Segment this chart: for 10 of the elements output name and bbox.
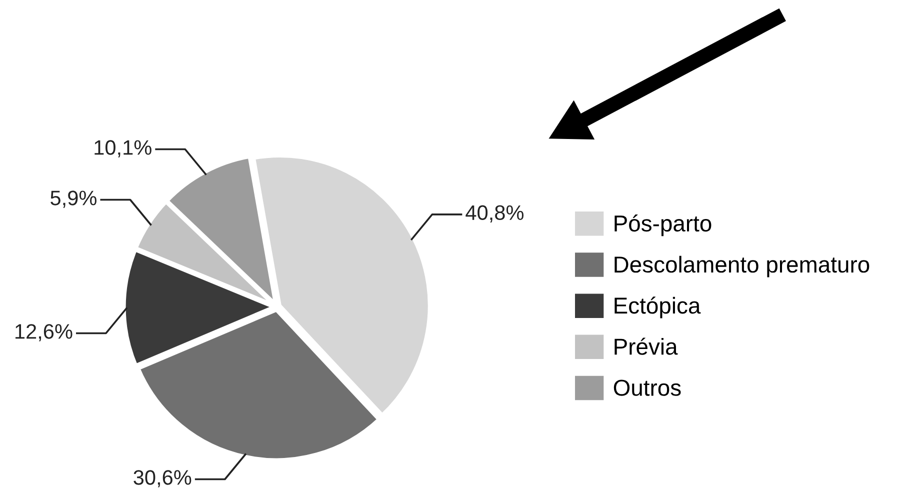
legend-label: Descolamento prematuro xyxy=(614,256,870,278)
data-label: 10,1% xyxy=(94,140,152,158)
legend-label: Pós-parto xyxy=(614,214,712,236)
legend-label: Prévia xyxy=(614,338,678,355)
data-label: 40,8% xyxy=(466,205,524,222)
data-label: 5,9% xyxy=(50,190,96,208)
data-label: 30,6% xyxy=(134,470,192,488)
legend-label: Ectópica xyxy=(614,296,701,318)
legend-label: Outros xyxy=(614,380,681,396)
data-label: 12,6% xyxy=(16,324,72,342)
